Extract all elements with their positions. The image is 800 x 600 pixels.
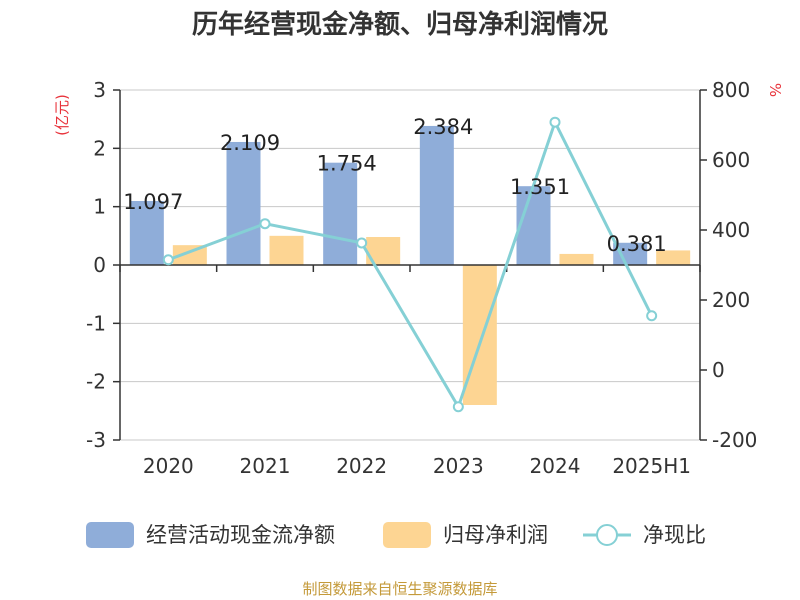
bar-cash-flow[interactable] <box>516 186 551 265</box>
cash-flow-data-label: 1.754 <box>317 152 377 176</box>
left-axis-unit: (亿元) <box>53 94 71 136</box>
cash-flow-data-label: 2.384 <box>413 115 473 139</box>
legend: 经营活动现金流净额 归母净利润 净现比 <box>86 522 706 548</box>
bar-net-profit[interactable] <box>462 265 497 405</box>
legend-item-ratio[interactable]: 净现比 <box>583 523 706 547</box>
left-tick-label: -1 <box>86 311 106 335</box>
category-label: 2021 <box>240 454 291 478</box>
category-label: 2022 <box>336 454 387 478</box>
category-label: 2025H1 <box>612 454 691 478</box>
ratio-line-series <box>162 116 658 413</box>
bar-cash-flow[interactable] <box>613 242 648 265</box>
left-tick-label: 0 <box>93 253 106 277</box>
ratio-point[interactable] <box>162 254 174 266</box>
category-label: 2020 <box>143 454 194 478</box>
legend-marker-ratio <box>596 524 618 546</box>
chart-title: 历年经营现金净额、归母净利润情况 <box>192 9 608 40</box>
right-tick-label: 0 <box>712 358 725 382</box>
ratio-point[interactable] <box>356 237 368 249</box>
right-tick-label: -200 <box>712 428 757 452</box>
bar-net-profit[interactable] <box>269 235 304 265</box>
left-tick-label: 1 <box>93 195 106 219</box>
legend-swatch-cash-flow <box>86 522 134 548</box>
category-label: 2024 <box>530 454 581 478</box>
ratio-point[interactable] <box>646 310 658 322</box>
cash-flow-data-label: 2.109 <box>220 131 280 155</box>
left-tick-label: 2 <box>93 136 106 160</box>
bar-cash-flow[interactable] <box>419 125 454 265</box>
bar-net-profit[interactable] <box>656 250 691 265</box>
ratio-point[interactable] <box>549 116 561 128</box>
left-tick-label: -2 <box>86 370 106 394</box>
cash-flow-data-label: 1.351 <box>510 175 570 199</box>
ratio-point[interactable] <box>259 218 271 230</box>
left-tick-label: -3 <box>86 428 106 452</box>
source-note: 制图数据来自恒生聚源数据库 <box>302 580 497 598</box>
right-tick-label: 400 <box>712 218 750 242</box>
grid-lines <box>120 89 700 441</box>
right-tick-label: 600 <box>712 148 750 172</box>
bar-cash-flow[interactable] <box>323 162 358 265</box>
right-tick-label: 800 <box>712 78 750 102</box>
bar-cash-flow[interactable] <box>129 201 164 265</box>
ratio-line <box>167 118 654 411</box>
category-label: 2023 <box>433 454 484 478</box>
bar-series <box>129 125 691 405</box>
cash-flow-data-label: 1.097 <box>123 190 183 214</box>
legend-swatch-net-profit <box>383 522 431 548</box>
legend-label-ratio: 净现比 <box>643 523 706 547</box>
axes: 3 2 1 0 -1 -2 -3 800 600 400 200 0 -200 2020 2021 2022 2… <box>86 78 757 478</box>
right-axis-unit: % <box>766 83 784 97</box>
legend-item-net-profit[interactable]: 归母净利润 <box>383 522 548 548</box>
data-labels: 1.097 2.109 1.754 2.384 1.351 0.381 <box>123 115 666 256</box>
right-tick-label: 200 <box>712 288 750 312</box>
bar-net-profit[interactable] <box>559 253 594 265</box>
legend-label-cash-flow: 经营活动现金流净额 <box>146 523 335 547</box>
cash-flow-data-label: 0.381 <box>607 232 667 256</box>
legend-item-cash-flow[interactable]: 经营活动现金流净额 <box>86 522 335 548</box>
left-tick-label: 3 <box>93 78 106 102</box>
bar-cash-flow[interactable] <box>226 141 261 265</box>
legend-label-net-profit: 归母净利润 <box>443 523 548 547</box>
ratio-point[interactable] <box>452 401 464 413</box>
